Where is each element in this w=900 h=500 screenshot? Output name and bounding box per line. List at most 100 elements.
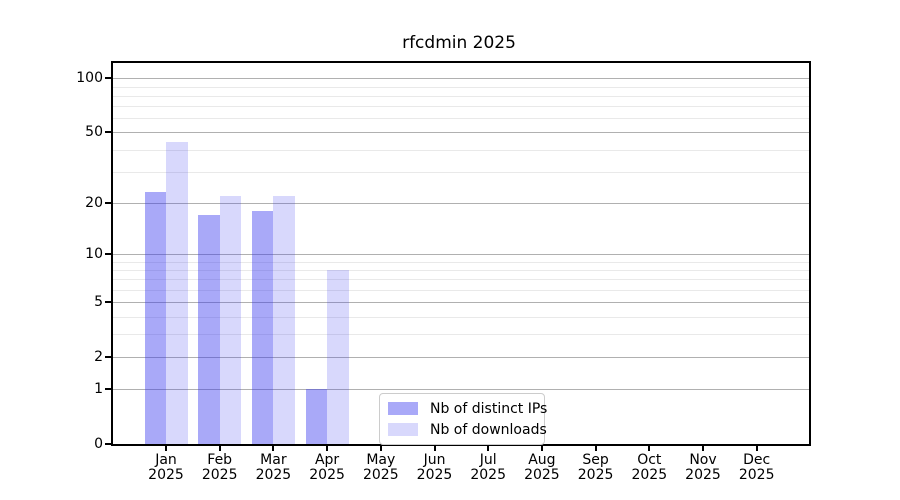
x-axis-label-dec: Dec 2025 — [727, 453, 787, 483]
x-axis-tick-may — [379, 446, 382, 451]
x-axis-label-jul: Jul 2025 — [458, 453, 518, 483]
year-label: 2025 — [362, 467, 399, 483]
bar-feb-downloads — [219, 195, 242, 444]
x-axis-label-jun: Jun 2025 — [405, 453, 465, 483]
gridline-major-10 — [113, 254, 809, 255]
gridline-minor-90 — [113, 86, 809, 88]
bar-jan-distinct-ips — [144, 192, 166, 444]
bar-mar-distinct-ips — [251, 210, 274, 444]
x-axis-tick-jun — [433, 446, 436, 451]
year-label: 2025 — [685, 467, 721, 483]
gridline-minor-8 — [113, 269, 809, 271]
y-axis-label-10: 10 — [85, 246, 103, 262]
x-axis-label-sep: Sep 2025 — [566, 453, 626, 483]
year-label: 2025 — [255, 467, 292, 483]
y-axis-tick-10 — [105, 253, 111, 255]
gridline-major-2 — [113, 356, 809, 358]
month-label: Nov — [689, 452, 717, 468]
legend-label-downloads: Nb of downloads — [430, 421, 547, 438]
year-label: 2025 — [738, 467, 775, 483]
year-label: 2025 — [416, 467, 453, 483]
month-label: Apr — [314, 452, 340, 468]
year-label: 2025 — [201, 467, 238, 483]
year-label: 2025 — [631, 467, 668, 483]
month-label: Jul — [479, 452, 497, 468]
gridline-major-5 — [113, 302, 809, 303]
y-axis-label-2: 2 — [94, 348, 103, 365]
bar-jan-downloads — [166, 142, 188, 444]
legend-item-downloads: Nb of downloads — [388, 421, 547, 438]
legend: Nb of distinct IPs Nb of downloads — [379, 393, 547, 445]
x-axis-tick-jan — [165, 446, 167, 451]
gridline-minor-3 — [113, 334, 809, 336]
y-axis-label-100: 100 — [76, 70, 103, 87]
y-axis-tick-20 — [105, 201, 111, 204]
gridline-minor-7 — [113, 279, 809, 281]
gridline-minor-9 — [113, 261, 809, 263]
x-axis-tick-feb — [218, 446, 221, 451]
y-axis-tick-50 — [105, 131, 111, 134]
x-axis-label-nov: Nov 2025 — [673, 453, 733, 483]
plot-area: 0 1 2 5 10 20 50 100 Jan 2025 Feb 2025 Mar 2025 Apr 202… — [76, 61, 811, 483]
month-label: Oct — [637, 452, 662, 468]
year-label: 2025 — [148, 467, 184, 483]
month-label: Feb — [207, 452, 233, 468]
x-axis-label-aug: Aug 2025 — [512, 453, 572, 483]
y-axis-label-0: 0 — [94, 436, 103, 452]
bar-apr-distinct-ips — [305, 389, 328, 444]
gridline-minor-40 — [113, 149, 809, 151]
year-label: 2025 — [524, 467, 560, 483]
x-axis-tick-apr — [326, 446, 329, 451]
x-axis-label-mar: Mar 2025 — [243, 453, 303, 483]
gridline-minor-6 — [113, 289, 809, 291]
x-axis-label-apr: Apr 2025 — [297, 453, 357, 483]
year-label: 2025 — [470, 467, 506, 483]
gridline-major-50 — [113, 132, 809, 134]
legend-item-distinct-ips: Nb of distinct IPs — [388, 400, 547, 417]
y-axis-label-1: 1 — [94, 381, 103, 398]
bar-feb-distinct-ips — [198, 215, 220, 444]
y-axis-tick-5 — [105, 301, 111, 303]
y-axis-label-20: 20 — [85, 194, 103, 211]
gridline-major-20 — [113, 202, 809, 204]
month-label: Mar — [260, 452, 287, 468]
bar-apr-downloads — [327, 269, 349, 444]
y-axis-tick-1 — [105, 388, 111, 391]
x-axis-tick-oct — [648, 446, 651, 451]
x-axis-tick-mar — [272, 446, 275, 451]
x-axis-label-may: May 2025 — [351, 453, 411, 483]
x-axis-label-oct: Oct 2025 — [619, 453, 679, 483]
year-label: 2025 — [577, 467, 614, 483]
gridline-minor-4 — [113, 316, 809, 318]
year-label: 2025 — [309, 467, 345, 483]
x-axis-tick-jul — [487, 446, 490, 451]
month-label: Dec — [743, 452, 771, 468]
y-axis-tick-0 — [105, 443, 111, 445]
y-axis-tick-100 — [105, 77, 111, 80]
legend-swatch-downloads — [388, 423, 418, 436]
y-axis-label-5: 5 — [94, 294, 103, 310]
month-label: Sep — [582, 452, 609, 468]
bar-mar-downloads — [273, 195, 295, 444]
gridline-minor-30 — [113, 171, 809, 173]
month-label: Jun — [423, 452, 446, 468]
y-axis-tick-2 — [105, 355, 111, 358]
y-axis-label-50: 50 — [85, 124, 103, 141]
x-axis-label-jan: Jan 2025 — [136, 453, 196, 483]
month-label: May — [366, 452, 396, 468]
x-axis-tick-nov — [702, 446, 704, 451]
chart-title: rfcdmin 2025 — [402, 33, 516, 53]
x-axis-tick-dec — [755, 446, 758, 451]
month-label: Jan — [155, 452, 177, 468]
x-axis-tick-sep — [594, 446, 597, 451]
gridline-minor-80 — [113, 95, 809, 97]
gridline-major-100 — [113, 78, 809, 80]
gridline-minor-70 — [113, 106, 809, 108]
legend-swatch-distinct-ips — [388, 402, 418, 415]
x-axis-tick-aug — [540, 446, 543, 451]
gridline-minor-60 — [113, 118, 809, 120]
gridline-major-1 — [113, 389, 809, 391]
legend-label-distinct-ips: Nb of distinct IPs — [430, 400, 548, 417]
x-axis-label-feb: Feb 2025 — [190, 453, 250, 483]
